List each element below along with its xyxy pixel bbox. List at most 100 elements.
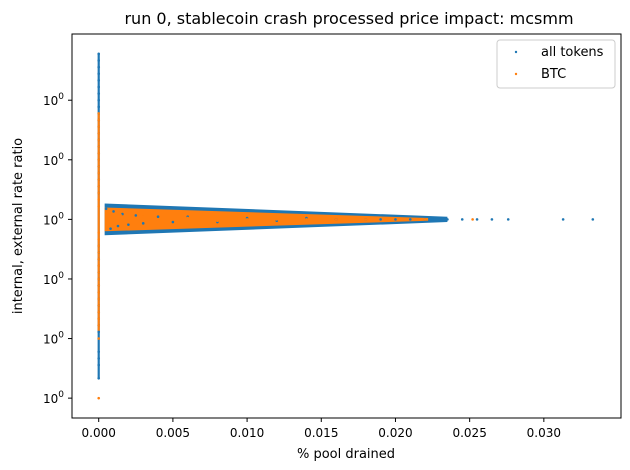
point-1-28: [97, 317, 101, 320]
point-1-35: [127, 220, 130, 224]
point-1-18: [97, 251, 101, 254]
point-1-2: [97, 125, 101, 128]
point-1-10: [97, 178, 101, 181]
x-tick-label-4: 0.020: [378, 426, 412, 440]
point-1-14: [97, 204, 101, 208]
legend-label-all-tokens: all tokens: [541, 45, 604, 60]
point-1-33: [112, 223, 115, 226]
legend-marker-btc: [514, 72, 518, 76]
point-1-46: [401, 218, 405, 221]
point-1-11: [97, 184, 101, 188]
x-tick-label-3: 0.015: [304, 426, 338, 440]
point-0-69: [561, 218, 565, 221]
point-1-41: [275, 218, 279, 221]
point-0-44: [116, 224, 120, 228]
point-1-12: [97, 191, 101, 195]
point-0-66: [475, 218, 479, 221]
point-0-62: [431, 218, 434, 221]
point-0-60: [409, 218, 412, 221]
point-0-67: [490, 218, 494, 221]
point-1-15: [97, 231, 101, 234]
point-0-37: [97, 350, 101, 354]
point-1-4: [97, 138, 101, 142]
legend-marker-all-tokens: [514, 50, 518, 54]
legend-label-btc: BTC: [541, 67, 566, 82]
point-1-34: [119, 214, 123, 217]
point-0-58: [379, 218, 382, 221]
point-1-40: [245, 218, 249, 221]
y-axis-label: internal, external rate ratio: [11, 138, 26, 314]
point-1-20: [97, 264, 101, 268]
point-1-32: [104, 211, 108, 215]
point-1-13: [97, 198, 101, 201]
legend-box: [496, 39, 616, 89]
point-1-8: [97, 165, 101, 168]
legend: all tokens BTC: [496, 39, 616, 89]
point-1-30: [97, 337, 101, 340]
point-1-31: [97, 396, 101, 400]
point-1-5: [97, 145, 101, 148]
x-tick-label-2: 0.010: [230, 426, 264, 440]
point-1-21: [97, 271, 101, 274]
x-tick-label-0: 0.000: [82, 426, 116, 440]
point-0-49: [156, 215, 160, 219]
point-0-5: [97, 85, 101, 89]
point-0-68: [506, 218, 510, 221]
point-1-24: [97, 290, 101, 294]
band-1: [104, 207, 429, 232]
point-1-17: [97, 244, 101, 248]
point-1-36: [141, 215, 145, 219]
point-0-41: [104, 207, 108, 211]
point-1-44: [364, 218, 368, 221]
point-0-64: [446, 218, 449, 221]
point-1-16: [97, 237, 101, 241]
x-tick-label-1: 0.005: [156, 426, 190, 440]
point-0-8: [97, 105, 101, 109]
point-1-48: [471, 218, 474, 221]
point-1-7: [97, 158, 101, 162]
point-0-46: [127, 223, 130, 226]
point-0-39: [97, 363, 101, 367]
point-1-6: [97, 151, 101, 155]
x-tick-label-5: 0.025: [452, 426, 486, 440]
point-1-3: [97, 132, 101, 135]
point-0-70: [591, 218, 595, 221]
point-1-25: [97, 297, 101, 301]
x-axis-ticks: 0.000 0.005 0.010 0.015 0.020 0.025 0.030: [82, 418, 561, 440]
point-1-19: [97, 257, 101, 261]
point-0-7: [97, 98, 101, 102]
point-1-38: [186, 216, 190, 220]
point-0-47: [134, 214, 138, 217]
point-0-65: [460, 218, 464, 221]
point-1-23: [97, 284, 101, 287]
point-1-39: [216, 219, 219, 223]
point-0-35: [97, 330, 101, 334]
point-0-3: [97, 72, 101, 76]
point-0-59: [394, 218, 397, 221]
point-0-63: [438, 218, 442, 221]
plot-frame: [71, 33, 622, 419]
point-1-0: [97, 112, 101, 115]
point-0-42: [109, 227, 112, 230]
point-0-43: [112, 210, 115, 213]
chart-title: run 0, stablecoin crash processed price …: [124, 9, 573, 28]
point-1-47: [423, 218, 427, 221]
point-1-1: [97, 118, 101, 122]
point-1-43: [334, 218, 338, 221]
point-1-27: [97, 310, 101, 314]
x-tick-label-6: 0.030: [527, 426, 561, 440]
point-1-45: [386, 218, 390, 221]
point-1-22: [97, 277, 101, 281]
point-0-40: [97, 376, 101, 380]
point-0-0: [97, 52, 101, 56]
point-1-37: [156, 219, 160, 223]
point-0-48: [141, 222, 145, 225]
point-1-42: [305, 218, 308, 221]
point-0-38: [97, 357, 101, 360]
point-0-4: [97, 79, 101, 82]
point-0-6: [97, 92, 101, 95]
point-0-2: [97, 65, 101, 69]
data-points: [97, 52, 595, 400]
point-0-1: [97, 59, 101, 62]
